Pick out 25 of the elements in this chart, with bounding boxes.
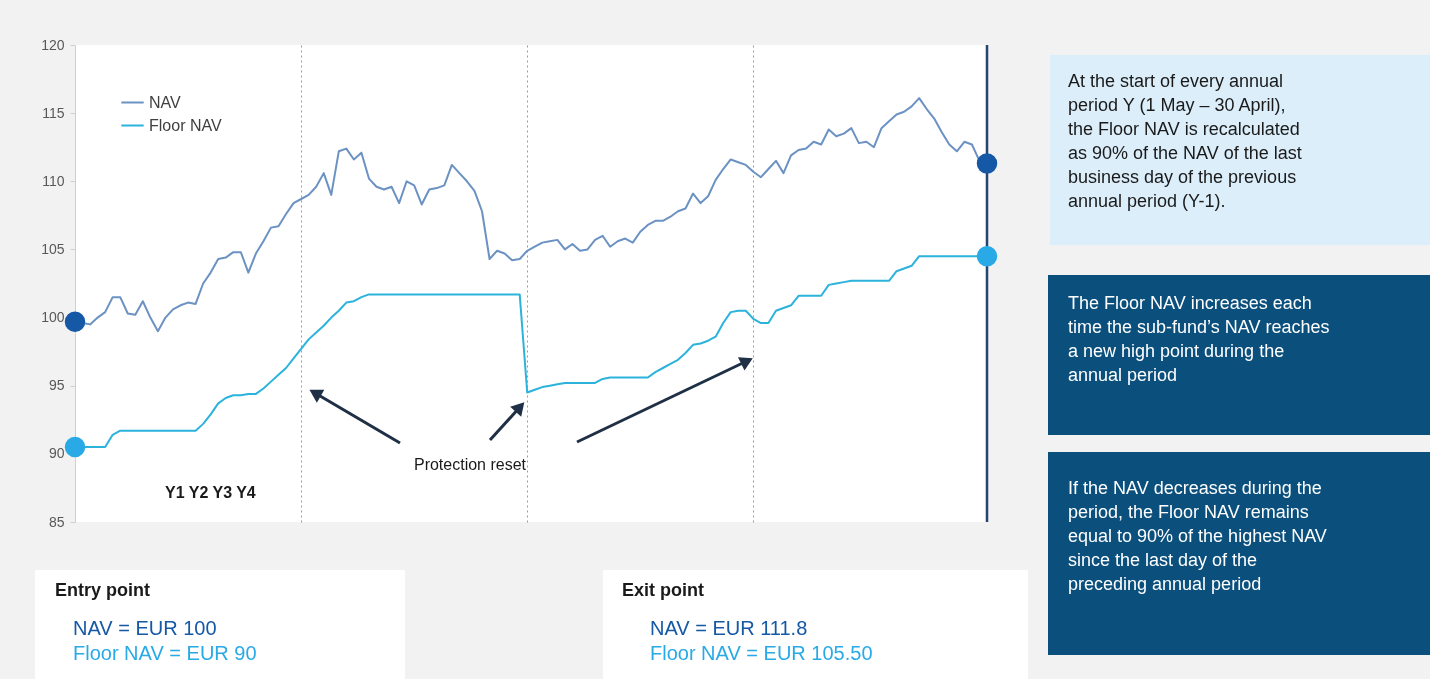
y-tick-label: 95 (48, 377, 65, 394)
y-tick-label: 115 (42, 104, 65, 121)
point (976, 153, 998, 174)
y-tick-label: 120 (41, 36, 65, 53)
annotation: Protection reset (413, 456, 527, 473)
y-tick-label: 90 (48, 445, 65, 462)
text: If the NAV decreases during the period, the Floor NAV remains equal to 90% of the highest NAV since the last day of the preceding annual period (1068, 478, 1327, 594)
text: Exit point (622, 580, 704, 600)
text: The Floor NAV increases each time the sub-fund’s NAV reaches a new high point during the annual period (1068, 293, 1330, 385)
text: Entry point (55, 580, 150, 600)
point (64, 311, 86, 332)
text: Floor NAV = EUR 90 (73, 642, 257, 664)
point (976, 246, 998, 267)
annotation: Y1 Y2 Y3 Y4 (165, 484, 256, 501)
text: At the start of every annual period Y (1 May – 30 April), the Floor NAV is recalculated as 90% of the NAV of the last business day of the previous annual period (Y-1). (1068, 71, 1302, 211)
point (64, 436, 86, 458)
y-tick-label: 85 (48, 513, 65, 530)
legend-label: Floor NAV (149, 116, 222, 134)
y-tick-label: 110 (42, 172, 65, 189)
text: Floor NAV = EUR 105.50 (650, 642, 873, 664)
y-tick-label: 100 (41, 309, 65, 326)
text: NAV = EUR 111.8 (650, 617, 808, 639)
y-tick-label: 105 (41, 240, 65, 257)
legend-label: NAV (149, 93, 182, 111)
text: NAV = EUR 100 (73, 617, 217, 639)
